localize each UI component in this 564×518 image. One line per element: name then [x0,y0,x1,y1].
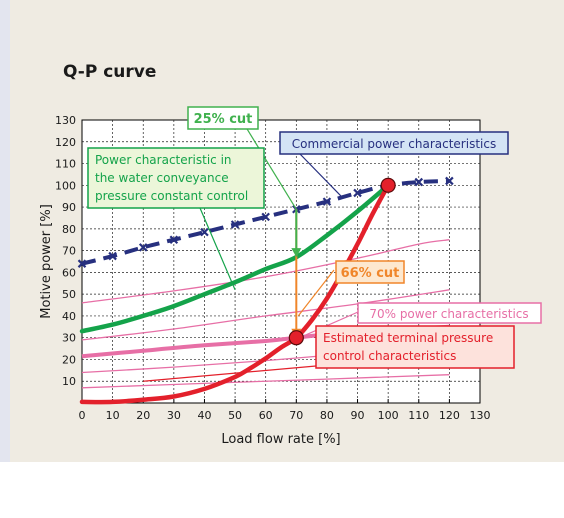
y-tick-label: 80 [62,223,76,236]
power70-label: 70% power characteristics [369,307,528,321]
y-tick-label: 60 [62,266,76,279]
commercial-box [279,131,509,155]
commercial-marker-stroke [261,212,270,222]
cut-25-box [187,106,259,130]
terminal-line [79,183,391,405]
commercial-marker-stroke [414,177,424,187]
x-tick-label: 80 [320,409,334,422]
cut-25-arrow [291,209,302,258]
cut-66-box [335,260,405,284]
y-tick-label: 120 [55,136,76,149]
thin-power-curve [81,289,450,341]
y-tick-label: 10 [62,375,76,388]
markers [288,177,396,346]
cut-25-leader [243,123,297,210]
x-tick-label: 120 [439,409,460,422]
x-tick-label: 40 [197,409,211,422]
commercial-marker [169,235,179,245]
commercial-marker-stroke [169,235,179,245]
commercial-marker-stroke [77,259,87,268]
annotations: 25% cut Commercial power characteristics P… [87,106,542,382]
y-tick-label: 50 [62,288,76,301]
y-tick-label: 20 [62,353,76,366]
x-tick-label: 50 [228,409,242,422]
x-tick-label: 70 [289,409,303,422]
commercial-marker [261,212,270,222]
commercial-marker-stroke [108,251,117,261]
water-leader [199,207,236,291]
power70-leader [304,311,359,337]
y-tick-label: 90 [62,201,76,214]
commercial-marker-stroke [200,227,209,237]
commercial-marker [230,220,240,229]
cut-25-label: 25% cut [194,112,253,127]
cut-66-leader [297,269,335,317]
commercial-marker [77,259,87,268]
water-box [87,147,265,209]
commercial-marker-stroke [445,176,454,186]
commercial-marker [353,188,362,198]
x-tick-label: 10 [106,409,120,422]
commercial-marker [138,243,148,252]
y-tick-label: 30 [62,332,76,345]
water-label-line: pressure constant control [95,189,248,203]
water-label-line: Power characteristic in [95,153,232,167]
x-tick-label: 130 [470,409,491,422]
commercial-marker [445,176,454,186]
commercial-marker [414,177,424,187]
terminal-leader [143,365,317,382]
x-tick-label: 0 [79,409,86,422]
y-tick-label: 130 [55,114,76,127]
cut-66-label: 66% cut [341,266,400,281]
commercial-marker [108,251,117,261]
x-axis-label: Load flow rate [%] [221,432,340,447]
commercial-marker-stroke [353,188,362,198]
y-tick-label: 110 [55,158,76,171]
terminal-box [315,325,515,369]
cut-25-arrow-head [291,248,302,258]
thin-power-curve [81,239,450,304]
commercial-marker-stroke [138,243,148,252]
x-tick-label: 110 [408,409,429,422]
terminal-label-line: control characteristics [323,349,456,363]
commercial-label: Commercial power characteristics [292,137,496,151]
x-tick-label: 30 [167,409,181,422]
terminal-label-line: Estimated terminal pressure [323,331,493,345]
x-tick-label: 90 [351,409,365,422]
commercial-marker [200,227,209,237]
y-axis-label: Motive power [%] [39,204,54,319]
x-tick-label: 60 [259,409,273,422]
page-title: Q-P curve [63,62,157,82]
commercial-marker-stroke [322,197,332,206]
water-label-line: the water conveyance [95,171,229,185]
x-tick-label: 100 [378,409,399,422]
y-tick-label: 70 [62,245,76,258]
y-tick-label: 40 [62,310,76,323]
x-tick-label: 20 [136,409,150,422]
commercial-leader [299,153,343,198]
y-tick-label: 100 [55,179,76,192]
thin-power-curve [81,374,450,389]
operating-point-marker [288,330,304,346]
power70-box [357,302,542,324]
commercial-marker [322,197,332,206]
operating-point-marker [380,177,396,193]
commercial-marker-stroke [230,220,240,229]
bottom-strip [0,462,564,518]
left-accent-bar [0,0,10,518]
water-constant-line [79,183,391,334]
